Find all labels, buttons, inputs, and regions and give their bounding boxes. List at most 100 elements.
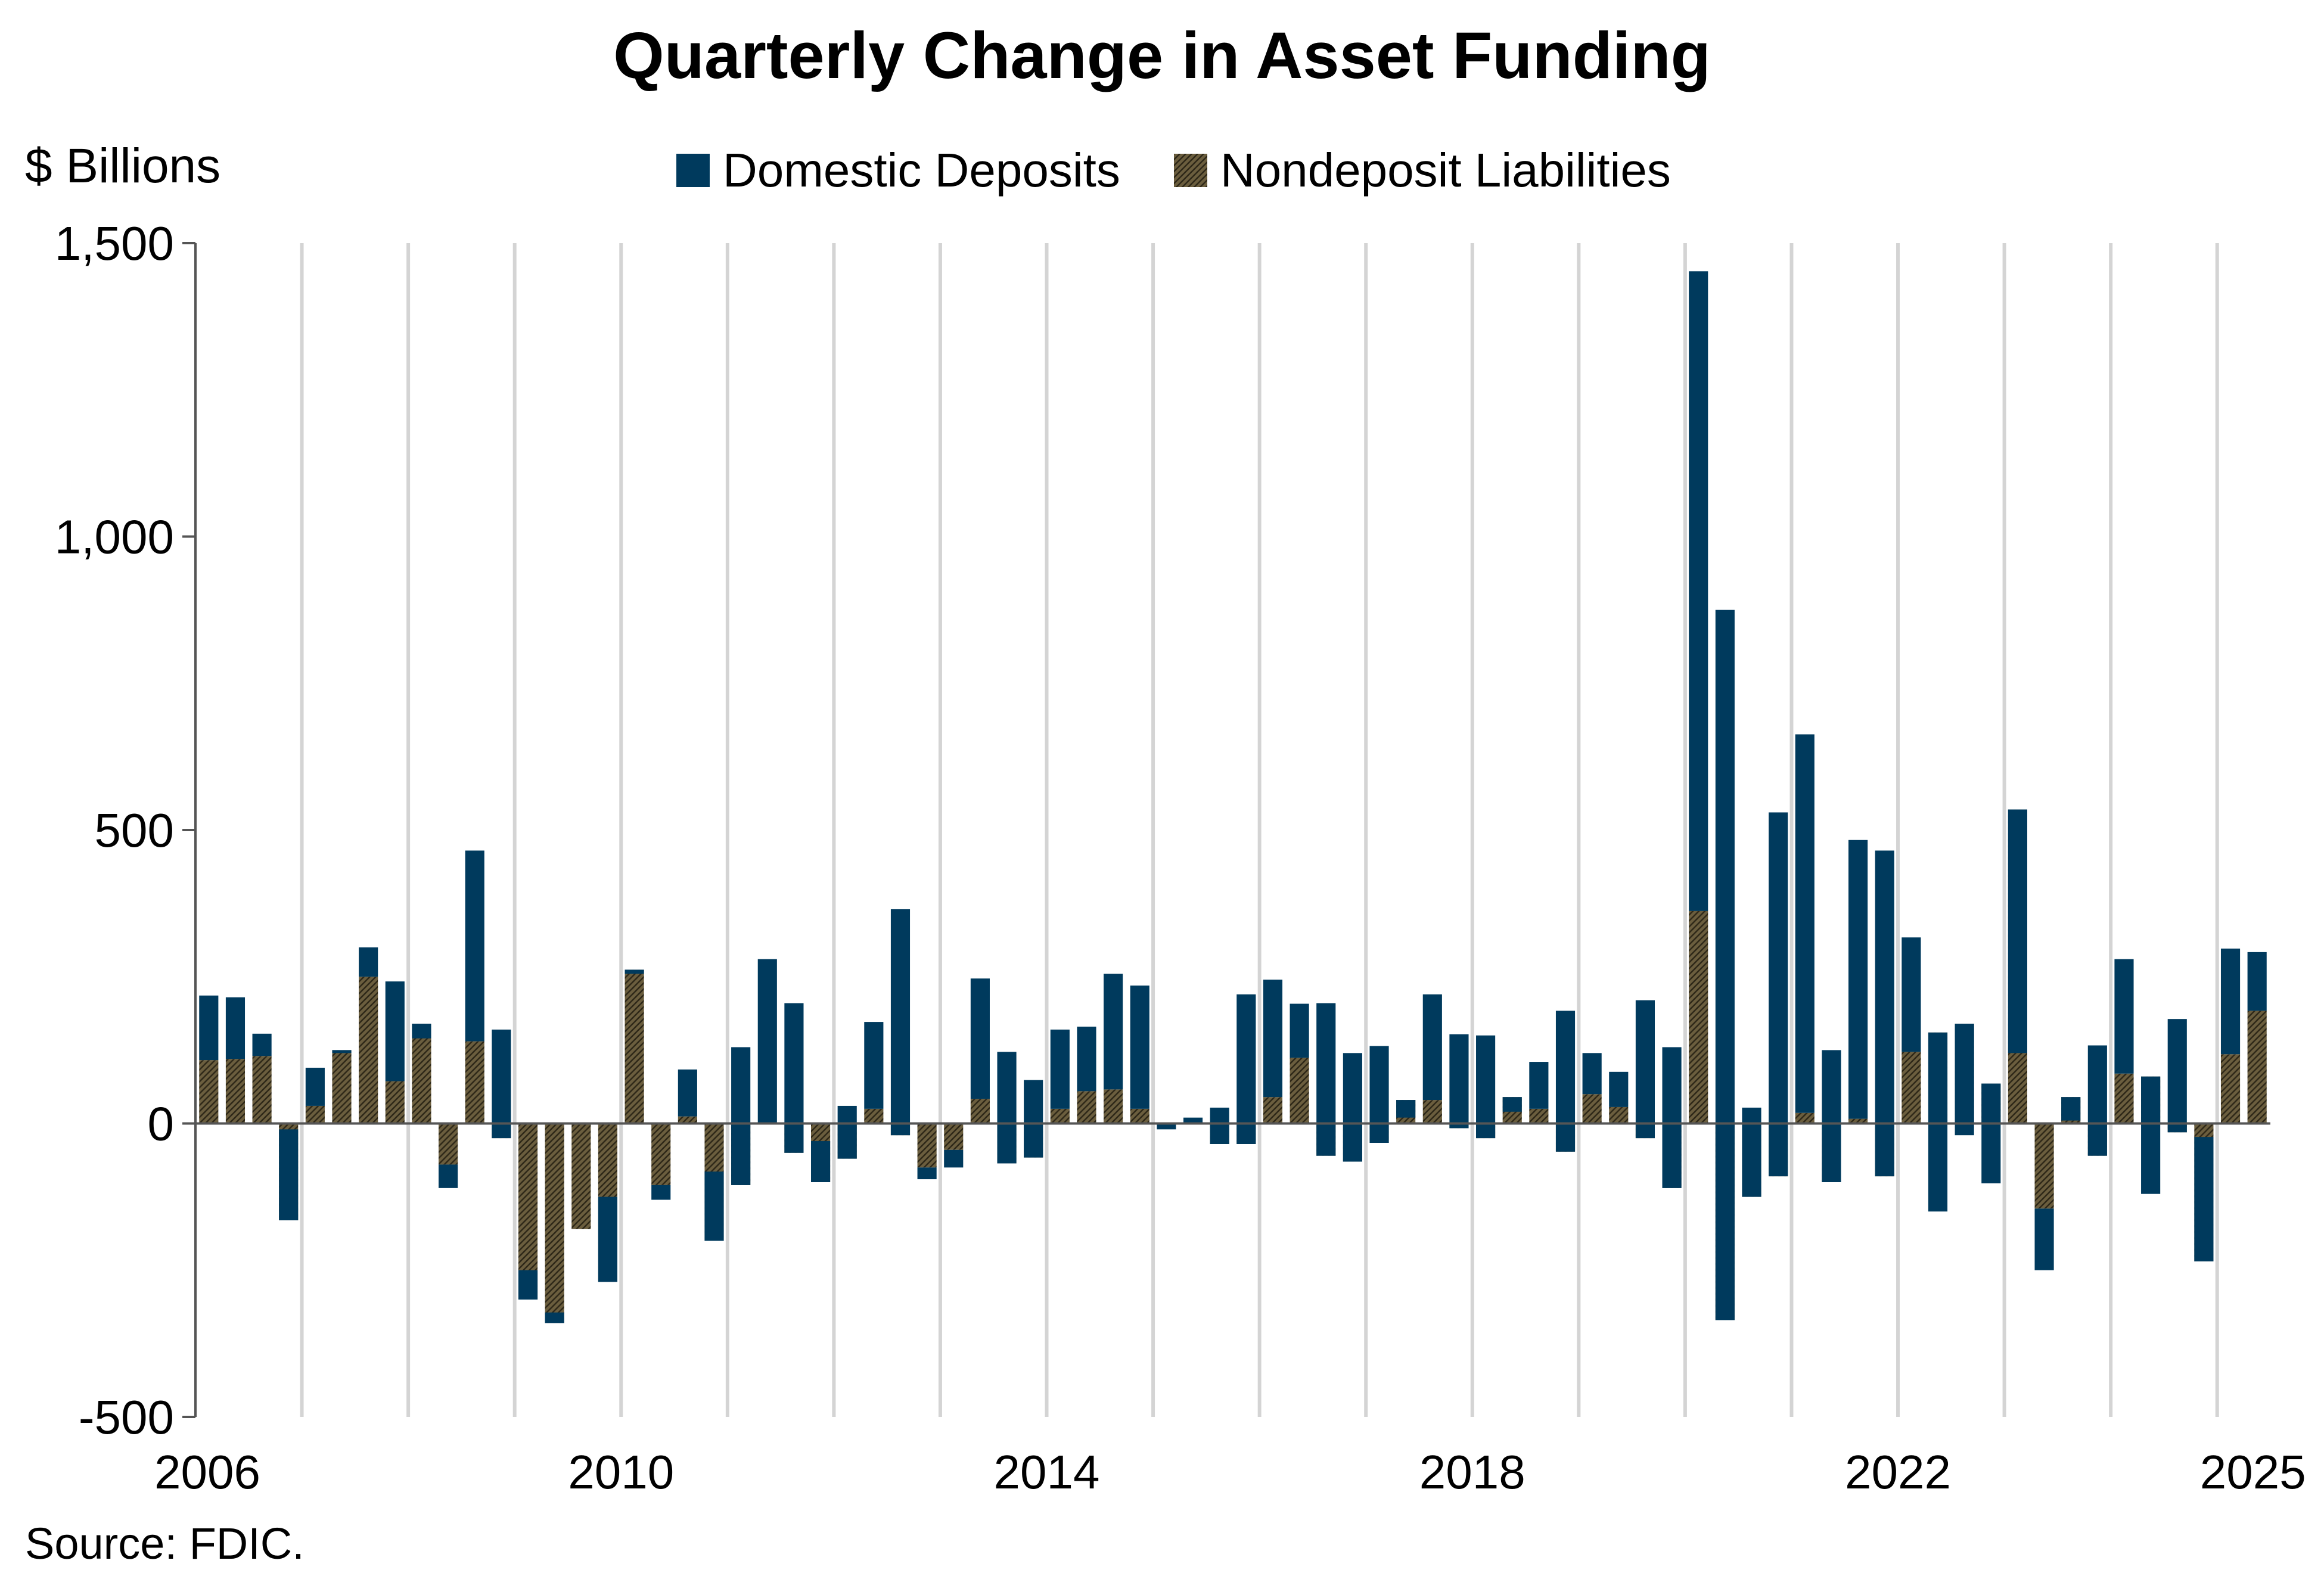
- bar-nondeposit-25: [864, 1108, 884, 1124]
- bar-nondeposit-72: [2114, 1073, 2134, 1124]
- legend-item-nondeposit-liabilities: Nondeposit Liabilities: [1173, 143, 1671, 198]
- bar-deposit-28: [944, 1149, 964, 1168]
- bar-nondeposit-18: [678, 1116, 697, 1124]
- bar-deposit-63: [1875, 850, 1894, 1177]
- bar-deposit-40: [1263, 980, 1283, 1098]
- bar-deposit-19: [704, 1171, 724, 1241]
- bar-deposit-46: [1422, 994, 1442, 1101]
- bar-deposit-74: [2167, 1019, 2187, 1133]
- bar-deposit-43: [1343, 1053, 1362, 1162]
- bar-deposit-75: [2194, 1137, 2214, 1261]
- bar-deposit-70: [2061, 1097, 2081, 1121]
- bar-nondeposit-6: [359, 977, 378, 1124]
- bar-deposit-2: [252, 1033, 272, 1056]
- y-tick-label-0: 1,500: [55, 217, 174, 270]
- x-tick-label-2018: 2018: [1419, 1446, 1525, 1499]
- bar-deposit-33: [1077, 1026, 1096, 1092]
- bar-nondeposit-50: [1529, 1108, 1549, 1124]
- bar-deposit-1: [225, 997, 246, 1059]
- x-tick-label-2022: 2022: [1845, 1446, 1951, 1499]
- bar-deposit-67: [1981, 1083, 2001, 1183]
- x-tick-label-2010: 2010: [568, 1446, 674, 1499]
- bar-nondeposit-41: [1290, 1058, 1309, 1124]
- bar-nondeposit-32: [1050, 1108, 1070, 1124]
- bar-deposit-16: [625, 969, 644, 974]
- bar-deposit-47: [1449, 1034, 1469, 1129]
- bar-deposit-18: [678, 1069, 697, 1117]
- bar-deposit-11: [492, 1029, 511, 1139]
- bar-nondeposit-9: [439, 1123, 458, 1165]
- bars: [199, 271, 2267, 1323]
- bar-deposit-50: [1529, 1062, 1549, 1109]
- bar-nondeposit-77: [2247, 1011, 2267, 1124]
- bar-deposit-23: [810, 1141, 831, 1182]
- bar-nondeposit-40: [1263, 1097, 1283, 1124]
- bar-deposit-20: [731, 1047, 751, 1185]
- x-tick-label-2014: 2014: [994, 1446, 1100, 1499]
- bar-nondeposit-33: [1077, 1091, 1096, 1124]
- legend-label-domestic-deposits: Domestic Deposits: [723, 144, 1120, 197]
- bar-deposit-8: [412, 1024, 431, 1039]
- bar-deposit-72: [2114, 959, 2134, 1074]
- bar-deposit-56: [1689, 271, 1708, 911]
- bar-deposit-10: [465, 850, 484, 1042]
- bar-deposit-52: [1582, 1053, 1602, 1095]
- bar-deposit-69: [2034, 1208, 2054, 1270]
- y-tick-label-3: 0: [148, 1098, 175, 1151]
- bar-deposit-73: [2141, 1076, 2161, 1194]
- bar-deposit-24: [837, 1105, 857, 1159]
- bar-nondeposit-13: [545, 1123, 564, 1323]
- bar-nondeposit-34: [1104, 1089, 1123, 1124]
- bar-deposit-21: [757, 959, 777, 1124]
- bar-nondeposit-52: [1582, 1094, 1602, 1124]
- bar-deposit-27: [917, 1167, 937, 1180]
- bar-deposit-62: [1848, 840, 1868, 1119]
- legend-swatch-nondeposit-liabilities: [1173, 154, 1207, 187]
- bar-deposit-9: [439, 1164, 458, 1188]
- bar-deposit-45: [1396, 1100, 1416, 1118]
- bar-deposit-12: [518, 1270, 538, 1300]
- bar-deposit-55: [1662, 1047, 1682, 1188]
- legend-item-domestic-deposits: Domestic Deposits: [676, 143, 1120, 198]
- bar-deposit-66: [1955, 1024, 1974, 1136]
- bar-deposit-22: [784, 1003, 804, 1153]
- bar-deposit-58: [1742, 1107, 1761, 1197]
- bar-deposit-26: [890, 909, 911, 1136]
- bar-deposit-59: [1769, 812, 1788, 1177]
- bar-nondeposit-14: [571, 1123, 591, 1229]
- bar-deposit-31: [1024, 1080, 1043, 1158]
- x-tick-label-2006: 2006: [154, 1446, 260, 1499]
- bar-deposit-4: [305, 1067, 325, 1106]
- bar-nondeposit-29: [970, 1099, 990, 1124]
- bar-deposit-49: [1502, 1097, 1522, 1112]
- bar-nondeposit-27: [917, 1123, 937, 1168]
- bar-deposit-44: [1369, 1046, 1389, 1143]
- bar-nondeposit-56: [1689, 910, 1708, 1124]
- bar-nondeposit-0: [199, 1060, 219, 1124]
- bar-nondeposit-17: [651, 1123, 671, 1185]
- bar-deposit-35: [1130, 986, 1149, 1109]
- legend-swatch-domestic-deposits: [676, 154, 710, 187]
- bar-deposit-6: [359, 947, 378, 977]
- bar-nondeposit-8: [412, 1024, 431, 1124]
- bar-deposit-57: [1715, 610, 1735, 1320]
- bar-deposit-76: [2220, 948, 2241, 1055]
- bar-deposit-5: [332, 1050, 352, 1053]
- bar-deposit-38: [1210, 1107, 1229, 1144]
- bar-deposit-15: [598, 1196, 618, 1282]
- bar-nondeposit-64: [1902, 1052, 1921, 1124]
- bar-nondeposit-16: [625, 969, 644, 1124]
- bar-deposit-41: [1290, 1003, 1309, 1058]
- bar-deposit-60: [1795, 734, 1815, 1113]
- bar-deposit-48: [1476, 1035, 1496, 1139]
- legend: Domestic Deposits Nondeposit Liabilities: [676, 143, 1725, 198]
- bar-deposit-53: [1609, 1071, 1629, 1107]
- bar-nondeposit-60: [1795, 1112, 1815, 1124]
- grid-lines: [300, 243, 2219, 1417]
- y-tick-label-1: 1,000: [55, 511, 174, 564]
- bar-deposit-36: [1157, 1123, 1176, 1130]
- bar-nondeposit-46: [1422, 1100, 1442, 1124]
- y-axis-unit-label: $ Billions: [25, 139, 221, 193]
